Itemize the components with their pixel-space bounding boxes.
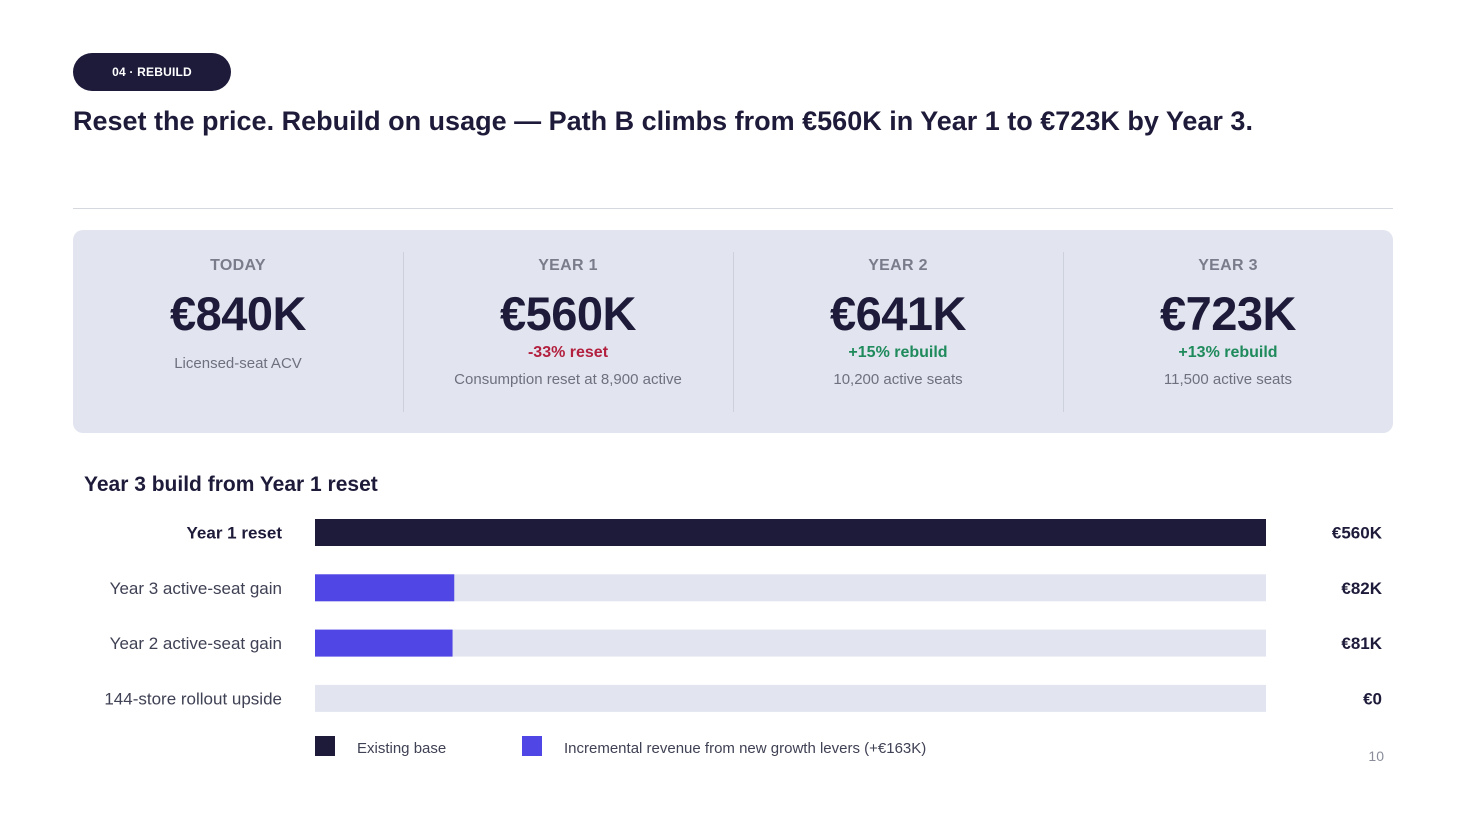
data-label: €82K xyxy=(1341,579,1382,598)
legend-label: Existing base xyxy=(357,740,446,757)
kpi-label: YEAR 3 xyxy=(1198,257,1258,274)
kpi-note: 11,500 active seats xyxy=(1163,371,1293,388)
kpi-panel: TODAY €840K Licensed-seat ACV YEAR 1 €56… xyxy=(73,230,1393,433)
section-tag: 04 · REBUILD xyxy=(73,53,231,91)
legend-label: Incremental revenue from new growth leve… xyxy=(564,740,926,757)
kpi-label: TODAY xyxy=(210,257,266,274)
kpi-note: Consumption reset at 8,900 active xyxy=(454,371,682,388)
kpi-year-3: YEAR 3 €723K +13% rebuild 11,500 active … xyxy=(1063,230,1393,433)
bar-track xyxy=(315,574,1266,602)
bar xyxy=(315,574,455,602)
kpi-change: +15% rebuild xyxy=(848,344,948,361)
kpi-value: €641K xyxy=(830,287,967,340)
kpi-change: +13% rebuild xyxy=(1178,344,1278,361)
page-number: 10 xyxy=(1368,748,1384,764)
kpi-note: Licensed-seat ACV xyxy=(174,355,302,372)
category-label: Year 2 active-seat gain xyxy=(110,634,282,653)
category-label: 144-store rollout upside xyxy=(104,689,282,708)
chart-title: Year 3 build from Year 1 reset xyxy=(84,473,378,496)
kpi-value: €723K xyxy=(1160,287,1297,340)
kpi-label: YEAR 2 xyxy=(868,257,928,274)
legend-swatch xyxy=(522,736,542,756)
category-label: Year 3 active-seat gain xyxy=(110,579,282,598)
page-title: Reset the price. Rebuild on usage — Path… xyxy=(73,106,1253,136)
kpi-year-1: YEAR 1 €560K -33% reset Consumption rese… xyxy=(403,230,733,433)
kpi-note: 10,200 active seats xyxy=(833,371,963,388)
kpi-year-2: YEAR 2 €641K +15% rebuild 10,200 active … xyxy=(733,230,1063,433)
category-label: Year 1 reset xyxy=(187,524,283,543)
legend-swatch xyxy=(315,736,335,756)
kpi-change: -33% reset xyxy=(527,344,609,361)
data-label: €0 xyxy=(1363,689,1382,708)
divider xyxy=(73,208,1393,209)
kpi-value: €840K xyxy=(170,287,307,340)
data-label: €560K xyxy=(1332,524,1383,543)
bar-track xyxy=(315,684,1266,712)
kpi-label: YEAR 1 xyxy=(538,257,598,274)
bar xyxy=(315,519,1266,546)
data-label: €81K xyxy=(1341,634,1382,653)
bar xyxy=(315,629,453,657)
bar-track xyxy=(315,629,1266,657)
kpi-today: TODAY €840K Licensed-seat ACV xyxy=(73,230,403,433)
kpi-value: €560K xyxy=(500,287,637,340)
